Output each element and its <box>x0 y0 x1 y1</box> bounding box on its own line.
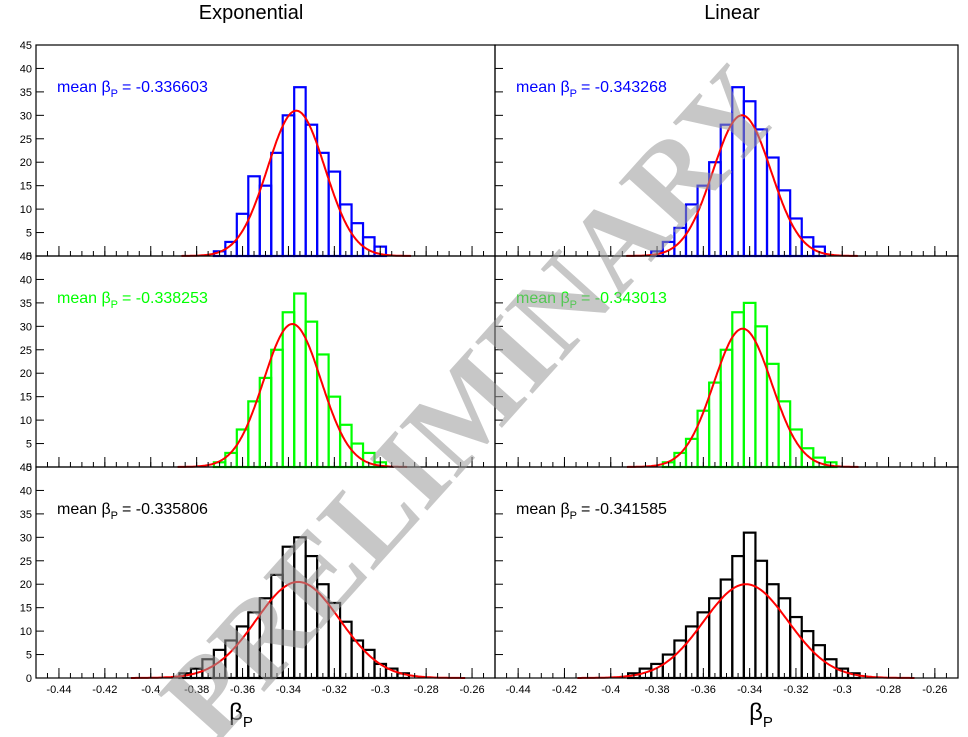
mean-label-sub: P <box>111 299 118 311</box>
x-tick-label: -0.34 <box>737 684 762 696</box>
y-tick-label: 30 <box>20 532 32 544</box>
x-tick-label: -0.26 <box>922 684 947 696</box>
x-tick-label: -0.28 <box>876 684 901 696</box>
mean-label-sub: P <box>111 88 118 100</box>
y-tick-label: 45 <box>20 251 32 263</box>
mean-label-prefix: mean β <box>516 79 570 96</box>
mean-label-prefix: mean β <box>516 501 570 518</box>
y-tick-label: 30 <box>20 110 32 122</box>
gaussian-fit-curve <box>131 580 466 679</box>
x-tick-label: -0.42 <box>552 684 577 696</box>
x-tick-label: -0.36 <box>691 684 716 696</box>
y-tick-label: 25 <box>20 345 32 357</box>
x-tick-label: -0.44 <box>506 684 531 696</box>
y-tick-label: 25 <box>20 556 32 568</box>
mean-label-value: = -0.335806 <box>122 501 208 518</box>
histogram-panel: 0 5 10 15 20 25 30 35 40 45 -0.44 -0.42 -0.4 -0.38 -0.… <box>20 462 496 696</box>
mean-label: mean βP = -0.343268 <box>516 79 667 100</box>
x-axis-title-main: β <box>229 699 243 726</box>
y-tick-label: 10 <box>20 415 32 427</box>
y-tick-label: 35 <box>20 87 32 99</box>
y-tick-label: 5 <box>26 228 32 240</box>
column-title-linear: Linear <box>704 2 760 24</box>
x-tick-label: -0.4 <box>601 684 620 696</box>
mean-label-sub: P <box>570 510 577 522</box>
y-tick-label: 20 <box>20 368 32 380</box>
y-tick-label: 10 <box>20 204 32 216</box>
mean-label-value: = -0.343013 <box>581 290 667 307</box>
x-axis-title-sub: P <box>243 714 253 731</box>
x-tick-label: -0.32 <box>783 684 808 696</box>
gaussian-fit-curve <box>626 327 859 468</box>
y-tick-label: 20 <box>20 579 32 591</box>
histogram-panel: mean βP = -0.343268 <box>494 44 959 258</box>
y-tick-label: 0 <box>26 251 32 263</box>
mean-label-prefix: mean β <box>57 501 111 518</box>
mean-label: mean βP = -0.336603 <box>57 79 208 100</box>
y-tick-label: 40 <box>20 485 32 497</box>
y-tick-label: 45 <box>20 40 32 52</box>
y-tick-label: 40 <box>20 63 32 75</box>
mean-label-sub: P <box>111 510 118 522</box>
x-tick-label: -0.42 <box>92 684 117 696</box>
x-tick-label: -0.38 <box>184 684 209 696</box>
y-tick-label: 15 <box>20 392 32 404</box>
mean-label-prefix: mean β <box>57 79 111 96</box>
x-tick-label: -0.3 <box>371 684 390 696</box>
y-tick-label: 0 <box>26 462 32 474</box>
column-title-exponential: Exponential <box>199 2 304 24</box>
x-tick-label: -0.32 <box>322 684 347 696</box>
mean-label-value: = -0.336603 <box>122 79 208 96</box>
y-tick-label: 25 <box>20 134 32 146</box>
mean-label-sub: P <box>570 88 577 100</box>
x-axis-title-sub: P <box>763 714 773 731</box>
x-tick-label: -0.38 <box>645 684 670 696</box>
mean-label: mean βP = -0.341585 <box>516 501 667 522</box>
x-tick-label: -0.28 <box>414 684 439 696</box>
y-tick-label: 35 <box>20 509 32 521</box>
mean-label: mean βP = -0.338253 <box>57 290 208 311</box>
mean-label: mean βP = -0.343013 <box>516 290 667 311</box>
x-tick-label: -0.34 <box>276 684 301 696</box>
x-tick-label: -0.4 <box>141 684 160 696</box>
x-axis-title-main: β <box>749 699 763 726</box>
y-tick-label: 35 <box>20 298 32 310</box>
mean-label-sub: P <box>570 299 577 311</box>
y-tick-label: 5 <box>26 439 32 451</box>
mean-label-prefix: mean β <box>516 290 570 307</box>
y-tick-label: 15 <box>20 603 32 615</box>
y-tick-label: 5 <box>26 650 32 662</box>
histogram-panel: -0.44 -0.42 -0.4 -0.38 -0.36 -0.34 -0.32 -0.3 -0… <box>494 466 959 696</box>
mean-label: mean βP = -0.335806 <box>57 501 208 522</box>
mean-label-prefix: mean β <box>57 290 111 307</box>
y-tick-label: 45 <box>20 462 32 474</box>
x-tick-label: -0.26 <box>460 684 485 696</box>
y-tick-label: 40 <box>20 274 32 286</box>
x-tick-label: -0.44 <box>46 684 71 696</box>
x-tick-label: -0.36 <box>230 684 255 696</box>
mean-label-value: = -0.338253 <box>122 290 208 307</box>
y-tick-label: 30 <box>20 321 32 333</box>
y-tick-label: 10 <box>20 626 32 638</box>
mean-label-value: = -0.343268 <box>581 79 667 96</box>
x-tick-label: -0.3 <box>833 684 852 696</box>
x-axis-title-exponential: βP <box>229 699 253 731</box>
y-tick-label: 20 <box>20 157 32 169</box>
x-axis-title-linear: βP <box>749 699 773 731</box>
mean-label-value: = -0.341585 <box>581 501 667 518</box>
y-tick-label: 15 <box>20 181 32 193</box>
y-tick-label: 0 <box>26 673 32 685</box>
